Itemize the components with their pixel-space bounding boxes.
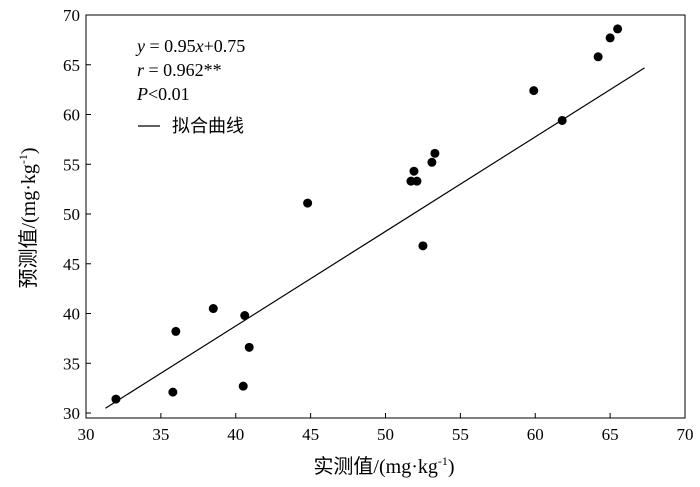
data-point (418, 241, 428, 251)
x-axis-title: 实测值/(mg·kg-1) (313, 454, 454, 478)
x-tick-label: 30 (78, 425, 95, 444)
equation-coefficient: = 0.95 (145, 36, 196, 56)
x-tick-label: 35 (152, 425, 169, 444)
legend-label: 拟合曲线 (172, 116, 244, 136)
x-axis-ticks: 30 35 40 45 50 55 60 65 70 (78, 413, 694, 444)
p-value-text: <0.01 (148, 84, 190, 104)
equation-intercept: +0.75 (204, 36, 246, 56)
data-point (593, 52, 603, 62)
data-point (208, 304, 218, 314)
x-axis-title-main: 实测值/(mg·kg (313, 455, 437, 478)
data-point (430, 148, 440, 158)
data-point (409, 166, 419, 176)
correlation-coefficient: r = 0.962** (137, 60, 222, 80)
x-axis-title-close: ) (448, 456, 455, 478)
data-point (171, 326, 181, 336)
y-tick-label: 60 (63, 106, 80, 125)
x-tick-label: 55 (452, 425, 469, 444)
y-tick-label: 30 (63, 404, 80, 423)
y-axis-title-sup: -1 (16, 154, 30, 164)
data-point (557, 115, 567, 125)
x-tick-label: 45 (302, 425, 319, 444)
x-axis-title-sup: -1 (438, 454, 448, 468)
r-symbol: r (137, 60, 145, 80)
regression-equation: y = 0.95x+0.75 (135, 36, 245, 56)
data-point (427, 157, 437, 167)
equation-y-symbol: y (135, 36, 145, 56)
equation-x-symbol: x (195, 36, 204, 56)
data-point (529, 86, 539, 96)
x-tick-label: 60 (527, 425, 544, 444)
p-value: P<0.01 (136, 84, 190, 104)
data-point (412, 176, 422, 186)
x-tick-label: 65 (602, 425, 619, 444)
data-point (303, 198, 313, 208)
y-tick-label: 35 (63, 354, 80, 373)
data-point (168, 387, 178, 397)
r-value: = 0.962** (144, 60, 222, 80)
y-tick-label: 65 (63, 56, 80, 75)
fit-line (105, 67, 645, 409)
y-tick-label: 55 (63, 155, 80, 174)
data-point (238, 381, 248, 391)
data-points (111, 24, 623, 404)
y-tick-label: 40 (63, 305, 80, 324)
y-axis-title: 预测值/(mg·kg-1) (16, 147, 40, 288)
data-point (111, 394, 121, 404)
data-point (244, 342, 254, 352)
y-tick-label: 45 (63, 255, 80, 274)
x-tick-label: 40 (227, 425, 244, 444)
x-tick-label: 50 (377, 425, 394, 444)
p-symbol: P (136, 84, 148, 104)
y-axis-title-main: 预测值/(mg·kg (17, 164, 40, 288)
y-tick-label: 50 (63, 205, 80, 224)
data-point (605, 33, 615, 43)
data-point (240, 311, 250, 321)
y-tick-label: 70 (63, 6, 80, 25)
y-axis-ticks: 30 35 40 45 50 55 60 65 70 (63, 6, 91, 423)
y-axis-title-close: ) (18, 147, 40, 154)
x-tick-label: 70 (677, 425, 694, 444)
data-point (613, 24, 623, 34)
